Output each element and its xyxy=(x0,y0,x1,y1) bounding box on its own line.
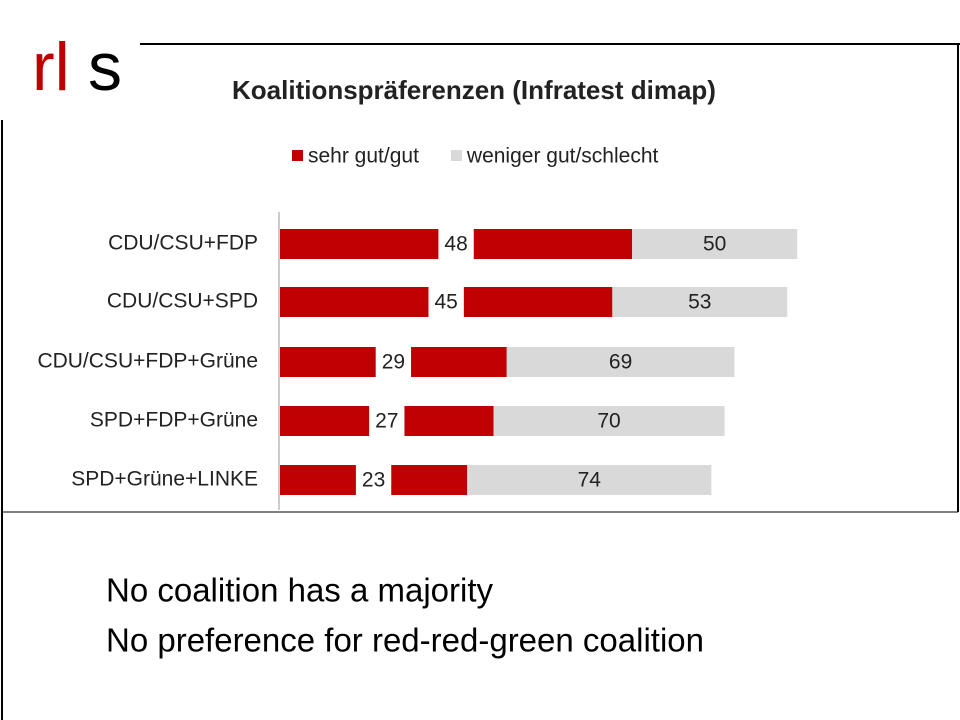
category-label: SPD+Grüne+LINKE xyxy=(71,468,258,491)
stacked-segment xyxy=(473,229,633,259)
stacked-segment xyxy=(506,347,735,377)
stacked-segment xyxy=(612,287,788,317)
category-label: SPD+FDP+Grüne xyxy=(90,409,258,432)
value-label: 50 xyxy=(703,233,726,256)
legend-swatch xyxy=(292,150,303,161)
value-label: 45 xyxy=(435,291,458,314)
value-label: 27 xyxy=(375,410,398,433)
value-label: 74 xyxy=(578,469,602,492)
bar xyxy=(280,229,439,259)
stacked-segment xyxy=(493,406,725,436)
stacked-segment xyxy=(404,406,494,436)
value-label: 23 xyxy=(362,469,385,492)
legend-swatch xyxy=(450,150,462,161)
value-label: 48 xyxy=(444,233,467,256)
value-label: 69 xyxy=(609,351,632,374)
legend-label: sehr gut/gut xyxy=(308,145,419,168)
stacked-segment xyxy=(467,465,712,495)
note: No preference for red-red-green coalitio… xyxy=(106,622,704,659)
value-label: 53 xyxy=(688,291,711,314)
legend-label: weniger gut/schlecht xyxy=(466,145,659,168)
chart-title: Koalitionspräferenzen (Infratest dimap) xyxy=(232,75,716,105)
logo-black: s xyxy=(88,29,122,105)
bar xyxy=(280,465,356,495)
value-label: 29 xyxy=(382,351,405,374)
stacked-segment xyxy=(632,229,798,259)
bar xyxy=(280,287,429,317)
bar xyxy=(280,347,376,377)
stacked-segment xyxy=(391,465,468,495)
category-label: CDU/CSU+SPD xyxy=(107,290,258,313)
category-label: CDU/CSU+FDP+Grüne xyxy=(37,350,258,373)
bar xyxy=(280,406,370,436)
category-label: CDU/CSU+FDP xyxy=(108,232,258,255)
stacked-segment xyxy=(463,287,613,317)
note: No coalition has a majority xyxy=(106,572,494,609)
stacked-segment xyxy=(411,347,507,377)
value-label: 70 xyxy=(597,410,620,433)
logo-red: rl xyxy=(32,29,70,105)
